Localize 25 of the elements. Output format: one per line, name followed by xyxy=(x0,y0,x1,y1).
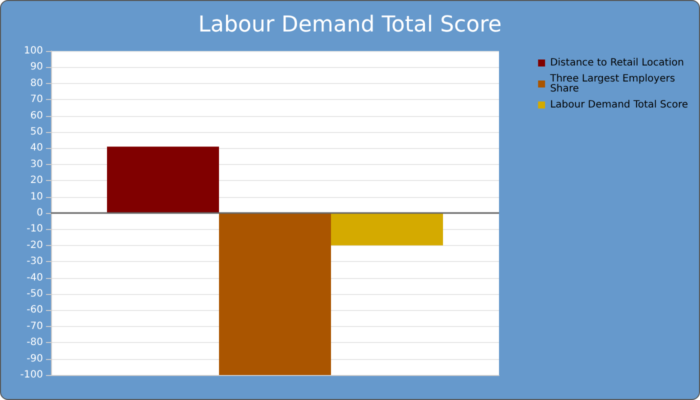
y-tick-label: 0 xyxy=(36,208,43,218)
y-tick-label: -20 xyxy=(26,240,43,251)
legend-label: Three Largest Employers Share xyxy=(549,74,678,94)
y-tick-label: -70 xyxy=(26,320,43,332)
chart-title: Labour Demand Total Score xyxy=(198,12,502,38)
y-tick-label: 100 xyxy=(24,46,43,56)
y-tick-label: 80 xyxy=(30,78,43,89)
y-tick-label: 40 xyxy=(30,142,43,154)
y-tick-label: 60 xyxy=(30,110,43,122)
y-tick-label: 20 xyxy=(30,175,43,186)
legend-label: Distance to Retail Location xyxy=(550,58,684,68)
y-tick-label: 70 xyxy=(30,94,43,106)
y-tick-label: 30 xyxy=(30,158,43,170)
y-tick-label: -90 xyxy=(26,353,43,364)
y-tick-label: -40 xyxy=(26,272,43,284)
y-tick-label: -80 xyxy=(26,337,43,348)
y-tick-label: -30 xyxy=(26,256,43,268)
legend-label: Labour Demand Total Score xyxy=(550,100,688,110)
y-tick-label: 50 xyxy=(30,126,43,138)
y-tick-label: -100 xyxy=(20,370,43,380)
y-tick-label: 10 xyxy=(30,191,43,202)
y-tick-label: -10 xyxy=(26,224,43,235)
y-tick-label: -60 xyxy=(26,304,43,316)
y-tick-label: -50 xyxy=(26,288,43,300)
y-tick-label: 90 xyxy=(30,62,43,73)
